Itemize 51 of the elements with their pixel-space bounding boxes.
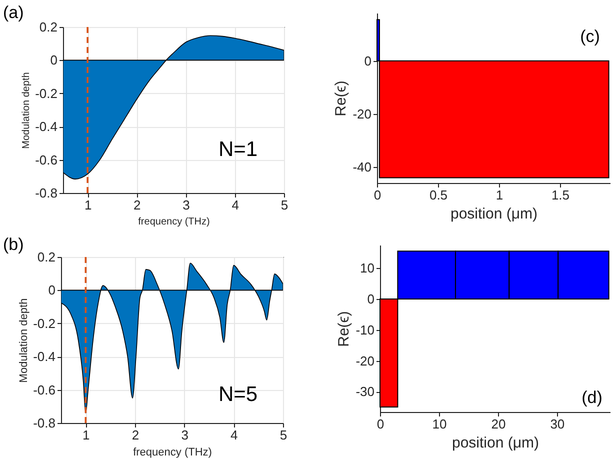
x-tick-label: 3 (182, 198, 190, 212)
y-tick-label: -40 (352, 160, 372, 175)
y-tick-label: -0.6 (33, 382, 56, 398)
x-axis-title: frequency (THz) (138, 216, 210, 228)
y-tick-label: -0.4 (33, 349, 56, 364)
x-axis-title: frequency (THz) (133, 446, 212, 458)
y-tick-label: -20 (352, 106, 372, 122)
y-tick-label: 10 (360, 260, 374, 276)
x-tick-label: 0 (376, 416, 384, 432)
y-tick-label: -0.2 (33, 316, 56, 331)
text: (b) (3, 235, 24, 254)
x-axis-title: position (μm) (450, 206, 538, 222)
y-tick-label: -20 (356, 353, 374, 368)
x-tick-label: 1 (82, 428, 90, 442)
x-tick-label: 2 (134, 198, 141, 212)
x-tick-label: 1.5 (551, 188, 570, 202)
y-tick-label: 0 (48, 282, 56, 298)
x-tick-label: 20 (491, 416, 506, 432)
x-tick-label: 3 (181, 428, 188, 442)
x-tick-label: 1 (84, 198, 92, 212)
x-tick-label: 2 (132, 428, 140, 442)
y-tick-label: 0 (364, 53, 372, 68)
y-tick-label: -0.6 (35, 152, 58, 168)
x-tick-label: 4 (232, 198, 240, 212)
x-tick-label: 4 (230, 428, 238, 442)
annotation: N=1 (218, 138, 258, 161)
x-tick-label: 30 (550, 416, 565, 432)
y-tick-label: -0.8 (35, 186, 58, 200)
x-tick-label: 0.5 (429, 188, 448, 202)
y-axis-title: Modulation depth (18, 298, 30, 383)
text: (a) (3, 3, 24, 22)
y-axis-title: Re(ϵ) (332, 80, 350, 116)
y-tick-label: -0.8 (33, 416, 56, 430)
y-tick-label: 0 (367, 292, 374, 307)
y-tick-label: -0.4 (35, 119, 58, 134)
x-tick-label: 1 (496, 188, 504, 202)
annotation: (d) (582, 388, 602, 407)
y-axis-title: Re(ϵ) (336, 311, 353, 347)
annotation: N=5 (218, 383, 258, 406)
y-tick-label: 0.2 (37, 250, 56, 264)
y-tick-label: 0.2 (39, 20, 58, 34)
y-axis-title: Modulation depth (21, 72, 32, 149)
y-tick-label: -0.2 (35, 86, 58, 101)
x-tick-label: 10 (432, 416, 447, 432)
x-tick-label: 5 (280, 198, 288, 212)
y-tick-label: -30 (356, 384, 374, 400)
y-tick-label: -10 (356, 322, 374, 338)
y-tick-label: 0 (50, 52, 58, 68)
annotation: (c) (580, 27, 600, 46)
x-axis-title: position (μm) (452, 434, 539, 452)
x-tick-label: 5 (280, 428, 288, 442)
